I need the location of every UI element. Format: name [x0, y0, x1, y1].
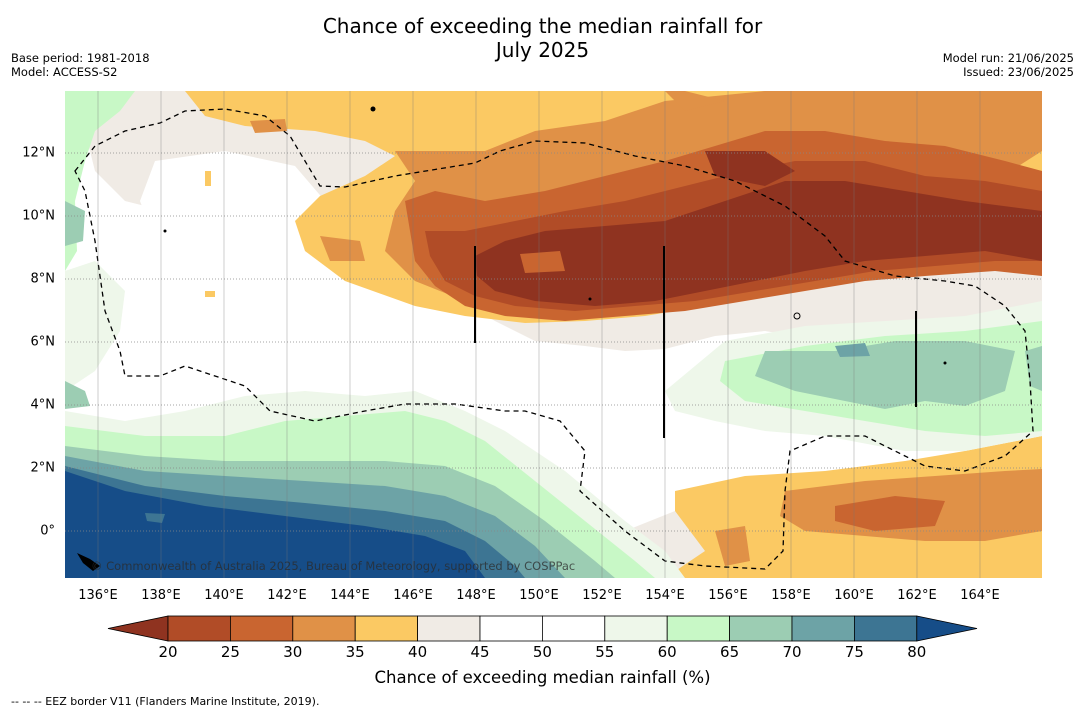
y-tick-label: 12°N [22, 145, 55, 161]
colorbar-segment [542, 615, 606, 642]
colorbar-tick-label: 60 [657, 643, 677, 661]
eez-footnote: -- -- -- EEZ border V11 (Flanders Marine… [11, 695, 320, 708]
x-tick-label: 144°E [330, 588, 370, 603]
x-tick-label: 140°E [204, 588, 244, 603]
graticule [65, 152, 1042, 532]
y-tick-label: 6°N [30, 334, 56, 350]
boundary-marks [474, 246, 917, 438]
model-name: Model: ACCESS-S2 [11, 65, 118, 79]
x-tick-label: 158°E [771, 588, 811, 603]
colorbar-segment [854, 615, 918, 642]
y-tick-label: 10°N [22, 208, 55, 224]
rainfall-contours [65, 91, 1042, 578]
x-tick-label: 152°E [582, 588, 622, 603]
colorbar-segment [791, 615, 855, 642]
colorbar-segment [354, 615, 419, 642]
x-tick-label: 164°E [960, 588, 1000, 603]
colorbar-tick-label: 50 [532, 643, 552, 661]
model-run: Model run: 21/06/2025 [942, 51, 1074, 65]
colorbar-tick-label: 35 [345, 643, 365, 661]
eez-border-line [74, 108, 1034, 570]
title-line-2: July 2025 [495, 38, 590, 62]
colorbar-tick-label: 65 [720, 643, 740, 661]
x-tick-label: 160°E [834, 588, 874, 603]
model-info: Base period: 1981-2018 Model: ACCESS-S2 [11, 51, 150, 79]
colorbar-tick-label: 30 [283, 643, 303, 661]
colorbar-over-arrow [916, 615, 978, 642]
colorbar-tick-label: 45 [470, 643, 490, 661]
x-tick-label: 146°E [393, 588, 433, 603]
colorbar-segment [167, 615, 231, 642]
x-tick-label: 154°E [645, 588, 685, 603]
colorbar-under-arrow [107, 615, 169, 642]
map-title: Chance of exceeding the median rainfall … [0, 14, 1085, 62]
y-tick-label: 0° [40, 523, 55, 539]
rainfall-map [65, 91, 1042, 578]
colorbar-segment [229, 615, 294, 642]
colorbar-title: Chance of exceeding median rainfall (%) [374, 668, 711, 687]
copyright-notice: © Commonwealth of Australia 2025, Bureau… [91, 559, 576, 573]
colorbar-tick-label: 25 [220, 643, 240, 661]
colorbar-tick-label: 80 [907, 643, 927, 661]
run-info: Model run: 21/06/2025 Issued: 23/06/2025 [943, 51, 1074, 79]
title-line-1: Chance of exceeding the median rainfall … [322, 14, 763, 38]
colorbar-segment [479, 615, 543, 642]
x-tick-label: 156°E [708, 588, 748, 603]
x-tick-label: 150°E [519, 588, 559, 603]
y-tick-label: 8°N [30, 271, 56, 287]
colorbar-segment [729, 615, 793, 642]
x-tick-label: 148°E [456, 588, 496, 603]
colorbar [107, 615, 978, 642]
colorbar-tick-label: 55 [595, 643, 615, 661]
colorbar-tick-label: 70 [782, 643, 802, 661]
y-tick-label: 2°N [30, 460, 56, 476]
x-tick-label: 138°E [141, 588, 181, 603]
colorbar-tick-label: 20 [158, 643, 178, 661]
y-tick-label: 4°N [30, 397, 56, 413]
issued-date: Issued: 23/06/2025 [963, 65, 1074, 79]
x-tick-label: 162°E [897, 588, 937, 603]
islands [77, 106, 947, 571]
colorbar-segment [417, 615, 481, 642]
colorbar-segment [604, 615, 668, 642]
x-tick-label: 136°E [78, 588, 118, 603]
colorbar-segment [292, 615, 356, 642]
colorbar-segment [666, 615, 731, 642]
colorbar-tick-label: 40 [408, 643, 428, 661]
colorbar-tick-label: 75 [844, 643, 864, 661]
x-tick-label: 142°E [267, 588, 307, 603]
base-period: Base period: 1981-2018 [11, 51, 150, 65]
